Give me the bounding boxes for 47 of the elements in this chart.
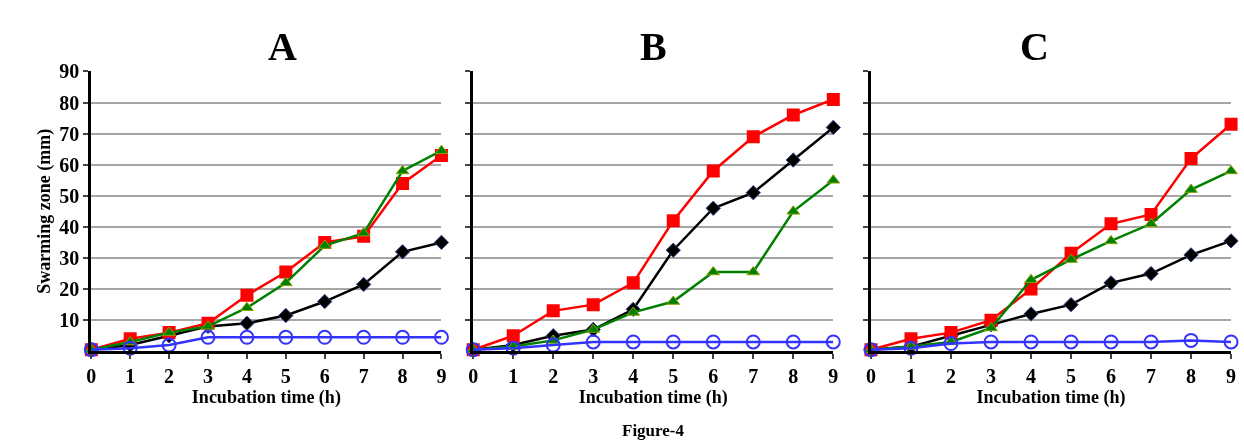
y-axis-title: Swarming zone (mm): [34, 128, 56, 294]
y-tick-label: 20: [59, 278, 80, 301]
x-tick-label: 2: [164, 365, 175, 388]
x-tick-label: 0: [865, 365, 876, 388]
y-tick-label: 30: [59, 247, 80, 269]
x-axis-title: Incubation time (h): [578, 387, 728, 409]
x-tick-label: 5: [1066, 365, 1077, 388]
x-tick-label: 3: [588, 365, 599, 388]
x-tick-label: 3: [986, 365, 997, 388]
x-tick-label: 1: [508, 365, 519, 388]
x-tick-label: 0: [468, 365, 479, 388]
x-tick-label: 6: [708, 365, 719, 388]
x-tick-label: 9: [436, 365, 447, 388]
x-tick-label: 4: [1026, 365, 1037, 388]
x-tick-label: 7: [748, 365, 759, 388]
x-tick-label: 0: [86, 365, 97, 388]
x-tick-label: 5: [280, 365, 291, 388]
x-tick-label: 9: [828, 365, 839, 388]
x-tick-label: 1: [905, 365, 916, 388]
chart-title: B: [640, 24, 667, 69]
y-tick-label: 70: [59, 122, 80, 145]
x-axis-title: Incubation time (h): [191, 387, 341, 409]
y-tick-label: 90: [59, 60, 80, 83]
y-tick-label: 40: [59, 215, 80, 238]
x-tick-label: 1: [125, 365, 136, 388]
chart-title: A: [268, 24, 297, 69]
chart-title: C: [1020, 24, 1049, 69]
x-tick-label: 2: [946, 365, 956, 388]
x-tick-label: 6: [1106, 365, 1117, 388]
y-tick-label: 60: [59, 153, 80, 176]
x-axis-title: Incubation time (h): [976, 387, 1126, 409]
y-tick-label: 80: [59, 91, 80, 114]
x-tick-label: 8: [788, 365, 799, 388]
y-tick-label: 50: [59, 184, 80, 207]
x-tick-label: 7: [1146, 365, 1157, 388]
x-tick-label: 2: [548, 365, 559, 388]
x-tick-label: 8: [1186, 365, 1197, 388]
x-tick-label: 8: [397, 365, 408, 388]
x-tick-label: 9: [1226, 365, 1237, 388]
x-tick-label: 4: [241, 365, 252, 388]
text: Figure-4: [622, 421, 685, 440]
x-tick-label: 3: [203, 365, 214, 388]
x-tick-label: 5: [668, 365, 679, 388]
x-tick-label: 4: [628, 365, 639, 388]
x-tick-label: 7: [358, 365, 369, 388]
y-tick-label: 10: [59, 309, 80, 332]
x-tick-label: 6: [319, 365, 330, 388]
